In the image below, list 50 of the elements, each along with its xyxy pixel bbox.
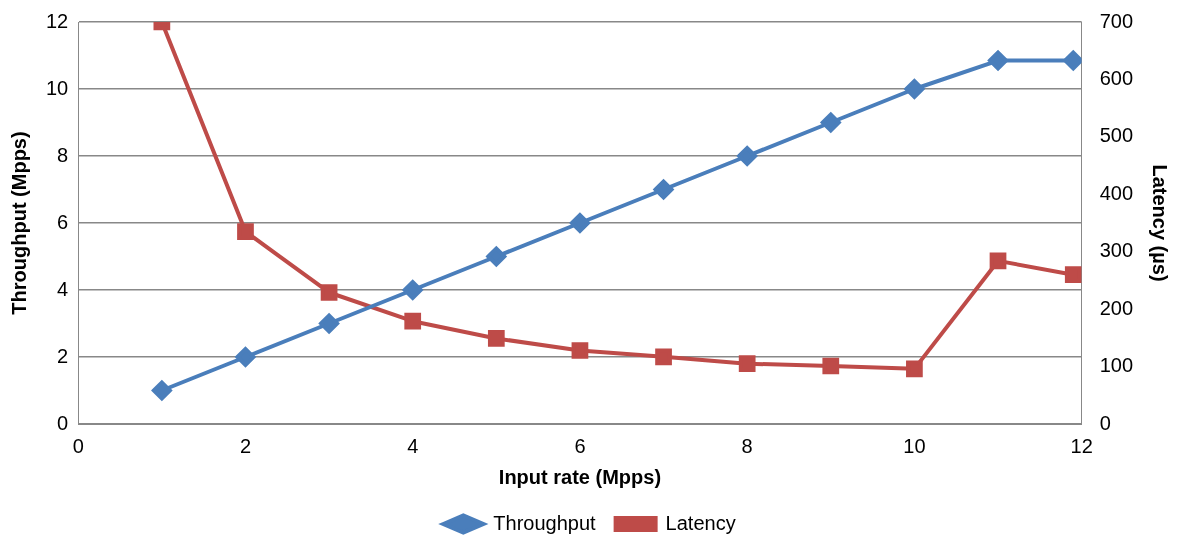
x-tick-label: 6 [574, 434, 586, 457]
x-tick-label: 10 [903, 434, 926, 457]
point [319, 313, 340, 334]
y2-tick-label: 300 [1099, 239, 1134, 262]
y-tick-label: 8 [57, 143, 69, 166]
x-tick-label: 4 [407, 434, 419, 457]
point [235, 347, 256, 367]
point [820, 112, 841, 133]
point [1063, 50, 1082, 71]
y2-tick-label: 100 [1099, 354, 1134, 377]
point [486, 246, 507, 267]
point [738, 355, 756, 373]
point [822, 357, 840, 375]
point [655, 348, 672, 366]
point [571, 342, 589, 359]
x-tick-label: 2 [239, 434, 252, 457]
point [402, 280, 423, 300]
x-tick-label: 8 [741, 434, 753, 457]
y2-tick-label: 600 [1099, 66, 1134, 89]
x-tick-label: 0 [72, 434, 84, 457]
y2-tick-label: 0 [1099, 411, 1111, 434]
point [237, 223, 254, 240]
y2-tick-label: 200 [1099, 296, 1134, 319]
y2-tick-label: 400 [1099, 181, 1134, 204]
y-tick-label: 12 [46, 9, 69, 32]
y2-tick-label: 700 [1099, 9, 1134, 32]
y2-tick-label: 500 [1099, 124, 1134, 147]
point [906, 360, 923, 378]
x-axis-title: Input rate (Mpps) [498, 465, 662, 488]
point [737, 146, 758, 166]
point [653, 179, 674, 200]
point [487, 330, 505, 347]
point [404, 312, 422, 330]
y-tick-label: 4 [57, 277, 69, 300]
point [1064, 266, 1082, 284]
y-tick-label: 2 [57, 344, 69, 367]
legend-label: Latency [665, 511, 736, 534]
y-tick-label: 10 [46, 76, 69, 99]
y-tick-label: 6 [57, 210, 69, 233]
point [988, 50, 1009, 71]
y-axis-title: Throughput (Mpps) [7, 131, 30, 315]
x-tick-label: 12 [1070, 434, 1093, 457]
point [151, 380, 172, 401]
point [989, 252, 1007, 270]
point [320, 284, 338, 301]
point [569, 213, 590, 233]
point [904, 79, 925, 99]
y-tick-label: 0 [57, 411, 69, 434]
y2-axis-title: Latency (µs) [1149, 164, 1172, 282]
legend-label: Throughput [493, 511, 597, 534]
